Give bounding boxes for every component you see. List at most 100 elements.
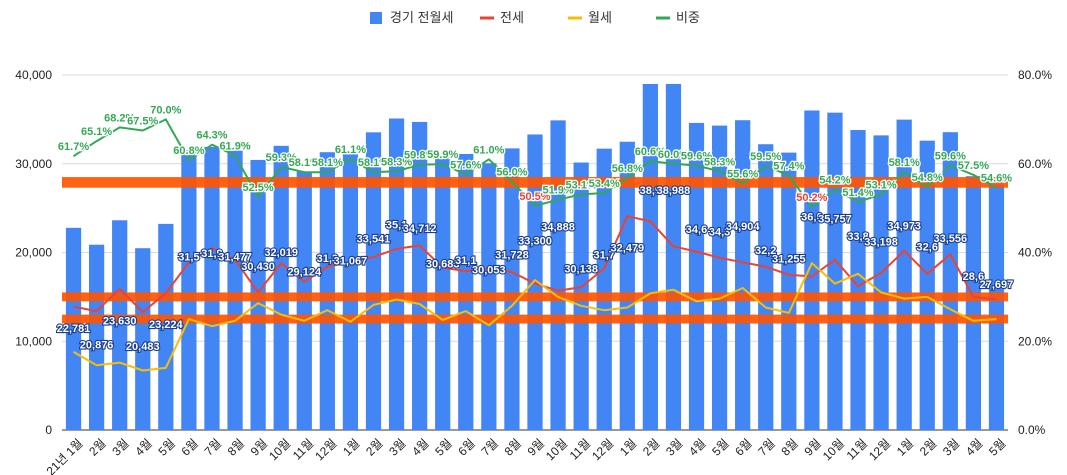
bar-label-34: 33,8	[847, 231, 868, 243]
ratio-label-39: 57.5%	[958, 160, 989, 172]
bar-17	[458, 153, 474, 431]
ratio-label-32: 50.2%	[796, 192, 827, 204]
bar-label-5: 31,5	[178, 251, 199, 263]
ratio-label-1: 65.1%	[81, 126, 112, 138]
legend-label-1: 전세	[500, 10, 524, 25]
bar-label-16: 30,683	[426, 259, 460, 271]
y-axis-right: 0.0% 20.0% 40.0% 60.0% 80.0%	[1018, 68, 1052, 437]
bar-label-20: 33,300	[518, 235, 552, 247]
line-전세	[73, 215, 997, 313]
bar-25	[642, 83, 658, 430]
ratio-label-19: 56.0%	[496, 167, 527, 179]
x-tick-36: 1월	[894, 436, 916, 458]
bar-label-23: 31,7	[594, 250, 615, 262]
line-series	[72, 118, 997, 372]
x-tick-2: 3월	[109, 436, 131, 458]
x-tick-4: 5월	[155, 436, 177, 458]
ratio-label-11: 58.1%	[312, 157, 343, 169]
ratio-label-16: 59.9%	[427, 149, 458, 161]
ratio-label-3: 67.5%	[127, 115, 158, 127]
bar-label-12: 31,067	[334, 255, 368, 267]
ratio-label-26: 60.0%	[658, 149, 689, 161]
bar-label-10: 29,124	[287, 267, 322, 279]
bar-label-31: 31,255	[772, 254, 806, 266]
legend-label-2: 월세	[588, 10, 612, 25]
ratio-label-12: 61.1%	[335, 144, 366, 156]
ratio-label-33: 54.2%	[819, 174, 850, 186]
bar-label-27: 34,6	[686, 224, 707, 236]
y-tick-right-0: 0.0%	[1018, 423, 1046, 437]
x-tick-12: 1월	[340, 436, 362, 458]
bar-label-40: 27,697	[980, 279, 1014, 291]
x-tick-21: 10월	[543, 436, 570, 463]
x-tick-38: 3월	[940, 436, 962, 458]
y-tick-left-3: 30,000	[15, 157, 52, 171]
legend-label-0: 경기 전월세	[390, 10, 453, 25]
y-tick-left-2: 20,000	[15, 246, 52, 260]
bar-19	[504, 148, 520, 430]
bar-3	[135, 248, 151, 430]
x-tick-27: 4월	[686, 436, 708, 458]
x-tick-3: 4월	[132, 436, 154, 458]
x-tick-23: 12월	[589, 436, 616, 463]
ratio-label-2: 68.2%	[104, 112, 135, 124]
bar-40	[988, 184, 1005, 430]
y-tick-right-2: 40.0%	[1018, 246, 1052, 260]
bar-label-11: 31,3	[317, 253, 338, 265]
bar-14	[388, 118, 405, 431]
bar-label-6: 31,9	[201, 248, 222, 260]
bar-label-25: 38,9	[640, 185, 661, 197]
bar-11	[319, 152, 335, 430]
x-tick-1: 2월	[86, 436, 108, 458]
ratio-label-4: 70.0%	[150, 104, 181, 116]
bar-5	[181, 150, 197, 430]
ratio-label-34: 51.4%	[842, 187, 873, 199]
bar-label-22: 30,138	[564, 264, 598, 276]
chart-legend: 경기 전월세 전세 월세 비중	[370, 10, 700, 25]
x-tick-34: 11월	[844, 436, 871, 463]
ratio-label-36: 58.1%	[889, 157, 920, 169]
highlight-band-1	[62, 292, 1008, 302]
x-tick-30: 7월	[755, 436, 777, 458]
ratio-label-7: 61.9%	[219, 140, 250, 152]
bar-series	[65, 83, 1005, 431]
x-tick-13: 2월	[363, 436, 385, 458]
ratio-label-14: 58.3%	[381, 156, 412, 168]
bar-label-0: 22,781	[57, 323, 91, 335]
ratio-label-40: 54.6%	[981, 173, 1012, 185]
x-tick-26: 3월	[663, 436, 685, 458]
highlight-bands	[62, 177, 1008, 324]
ratio-label-35: 53.1%	[865, 179, 896, 191]
bar-27	[688, 122, 705, 431]
bar-label-9: 32,019	[264, 247, 298, 259]
x-tick-25: 2월	[640, 436, 662, 458]
bar-30	[758, 144, 774, 430]
bar-12	[342, 154, 359, 430]
highlight-band-0	[62, 177, 1008, 188]
bar-label-15: 34,712	[403, 223, 437, 235]
bar-label-36: 34,973	[887, 221, 921, 233]
bar-label-17: 31,1	[455, 255, 476, 267]
bar-7	[227, 150, 243, 430]
ratio-label-38: 59.6%	[935, 151, 966, 163]
x-tick-17: 6월	[455, 436, 477, 458]
bar-39	[965, 176, 982, 430]
bar-label-21: 34,888	[541, 221, 575, 233]
x-tick-37: 2월	[917, 436, 939, 458]
ratio-label-37: 54.8%	[912, 172, 943, 184]
bar-29	[735, 120, 751, 431]
bar-31	[781, 152, 797, 430]
bar-1	[88, 244, 105, 430]
bar-label-8: 30,430	[241, 261, 275, 273]
ratio-label-24: 56.8%	[612, 163, 643, 175]
x-tick-14: 3월	[386, 436, 408, 458]
bar-label-2: 23,630	[103, 315, 137, 327]
ratio-label-22: 53.1%	[566, 179, 597, 191]
bar-label-24: 32,479	[610, 243, 644, 255]
bar-label-4: 23,224	[149, 319, 184, 331]
y-tick-right-3: 60.0%	[1018, 157, 1052, 171]
bar-label-33: 35,757	[818, 214, 852, 226]
bar-15	[412, 121, 428, 430]
